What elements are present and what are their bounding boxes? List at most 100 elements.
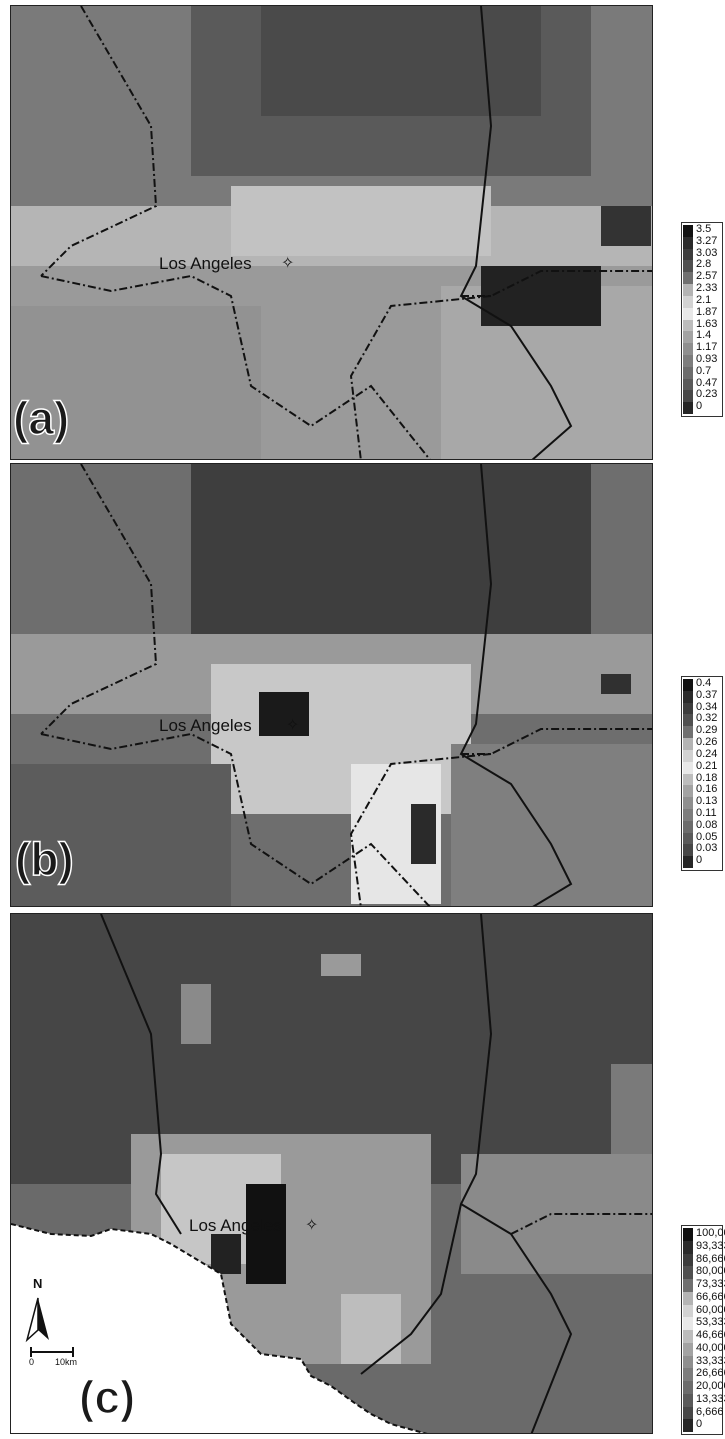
city-label: Los Angeles bbox=[189, 1216, 282, 1235]
legend-entry: 100,000 bbox=[682, 1227, 725, 1241]
legend-value: 0.7 bbox=[696, 364, 712, 377]
legend-entry: 20,000 bbox=[682, 1380, 725, 1394]
legend-entry: 0 bbox=[682, 1418, 722, 1432]
boundary-line bbox=[349, 295, 492, 459]
legend-value: 0.05 bbox=[696, 830, 718, 843]
legend-entry: 0.37 bbox=[682, 689, 722, 703]
north-label: N bbox=[33, 1276, 43, 1291]
map-panel-b: Los Angeles ✧ (b) bbox=[10, 463, 653, 907]
scale-start-label: 0 bbox=[29, 1357, 35, 1367]
legend-value: 40,000 bbox=[696, 1341, 725, 1354]
legend-swatch bbox=[683, 844, 693, 857]
legend-value: 86,666 bbox=[696, 1252, 725, 1265]
legend-value: 33,333 bbox=[696, 1354, 725, 1367]
legend-swatch bbox=[683, 761, 693, 774]
legend-entry: 0 bbox=[682, 854, 722, 868]
legend-swatch bbox=[683, 307, 693, 320]
legend-entry: 2.8 bbox=[682, 258, 722, 273]
legend-swatch bbox=[683, 1228, 693, 1241]
north-arrow-icon bbox=[25, 1297, 49, 1343]
boundary-line bbox=[40, 274, 431, 459]
boundary-line bbox=[349, 753, 492, 906]
legend-value: 73,333 bbox=[696, 1278, 725, 1290]
legend-swatch bbox=[683, 714, 693, 727]
legend-entry: 0.08 bbox=[682, 818, 722, 833]
legend-value: 80,000 bbox=[696, 1265, 725, 1278]
legend-value: 0.47 bbox=[696, 376, 718, 389]
legend-value: 0.23 bbox=[696, 388, 718, 401]
legend-swatch bbox=[683, 354, 693, 367]
legend-swatch bbox=[683, 402, 693, 414]
legend-entry: 80,000 bbox=[682, 1265, 725, 1279]
legend-swatch bbox=[683, 390, 693, 403]
legend-value: 93,333 bbox=[696, 1239, 725, 1252]
legend-swatch bbox=[683, 1253, 693, 1267]
legend-entry: 2.33 bbox=[682, 282, 722, 296]
legend-value: 66,666 bbox=[696, 1290, 725, 1303]
high-value-cluster bbox=[246, 1184, 286, 1284]
legend-swatch bbox=[683, 690, 693, 703]
legend-value: 2.33 bbox=[696, 282, 718, 295]
boundary-line bbox=[510, 1213, 652, 1235]
legend-entry: 0.4 bbox=[682, 677, 722, 691]
legend-swatch bbox=[683, 378, 693, 391]
legend-swatch bbox=[683, 785, 693, 798]
legend-entry: 0 bbox=[682, 400, 722, 414]
legend-swatch bbox=[683, 1393, 693, 1407]
legend-swatch bbox=[683, 331, 693, 344]
legend-value: 0.16 bbox=[696, 783, 718, 796]
legend-value: 2.57 bbox=[696, 270, 718, 283]
legend-value: 2.8 bbox=[696, 258, 712, 271]
high-value-cluster bbox=[481, 266, 601, 326]
legend-swatch bbox=[683, 797, 693, 809]
raster-map-c bbox=[11, 914, 652, 1433]
legend-entry: 6,666 bbox=[682, 1406, 724, 1420]
legend-value: 3.27 bbox=[696, 234, 718, 247]
legend-swatch bbox=[683, 1368, 693, 1381]
legend-swatch bbox=[683, 738, 693, 750]
map-panel-c: Los Angeles ✧ N 0 10km (c) bbox=[10, 913, 653, 1434]
legend-value: 0.03 bbox=[696, 842, 718, 855]
legend-value: 13,333 bbox=[696, 1392, 725, 1405]
legend-swatch bbox=[683, 1266, 693, 1279]
legend-entry: 0.16 bbox=[682, 783, 722, 798]
legend-a: 3.5 3.27 3.03 2.8 2.57 2.33 2.1 1.87 1.63 1.4 1.17… bbox=[681, 222, 723, 417]
legend-swatch bbox=[683, 1317, 693, 1330]
city-marker-icon: ✧ bbox=[286, 717, 300, 734]
legend-entry: 0.18 bbox=[682, 771, 722, 786]
ocean-area bbox=[11, 1224, 424, 1433]
boundary-line bbox=[40, 732, 431, 906]
legend-value: 0.13 bbox=[696, 795, 718, 808]
city-marker-icon: ✧ bbox=[281, 255, 295, 272]
legend-entry: 73,333 bbox=[682, 1278, 725, 1292]
legend-entry: 0.03 bbox=[682, 842, 722, 857]
legend-value: 1.63 bbox=[696, 317, 718, 330]
legend-entry: 3.03 bbox=[682, 246, 722, 261]
legend-value: 0.18 bbox=[696, 771, 718, 784]
scale-end-label: 10km bbox=[55, 1357, 78, 1367]
legend-value: 3.5 bbox=[696, 223, 712, 235]
legend-swatch bbox=[683, 702, 693, 715]
high-value-cell bbox=[259, 692, 309, 736]
legend-entry: 3.27 bbox=[682, 234, 722, 249]
legend-entry: 3.5 bbox=[682, 223, 722, 237]
legend-swatch bbox=[683, 1291, 693, 1305]
scale-bar-icon bbox=[30, 1347, 74, 1357]
legend-swatch bbox=[683, 679, 693, 691]
legend-swatch bbox=[683, 773, 693, 786]
legend-entry: 0.32 bbox=[682, 713, 722, 727]
legend-swatch bbox=[683, 319, 693, 332]
legend-value: 0.4 bbox=[696, 677, 712, 689]
legend-value: 0.08 bbox=[696, 818, 718, 831]
legend-swatch bbox=[683, 856, 693, 868]
boundary-line bbox=[460, 1203, 573, 1433]
legend-swatch bbox=[683, 366, 693, 379]
legend-entry: 0.21 bbox=[682, 760, 722, 774]
legend-entry: 33,333 bbox=[682, 1354, 725, 1369]
legend-value: 0.26 bbox=[696, 736, 718, 749]
raster-map-a bbox=[11, 6, 652, 459]
legend-value: 3.03 bbox=[696, 246, 718, 259]
legend-entry: 1.4 bbox=[682, 329, 722, 344]
legend-entry: 0.7 bbox=[682, 364, 722, 379]
legend-value: 0.24 bbox=[696, 747, 718, 760]
